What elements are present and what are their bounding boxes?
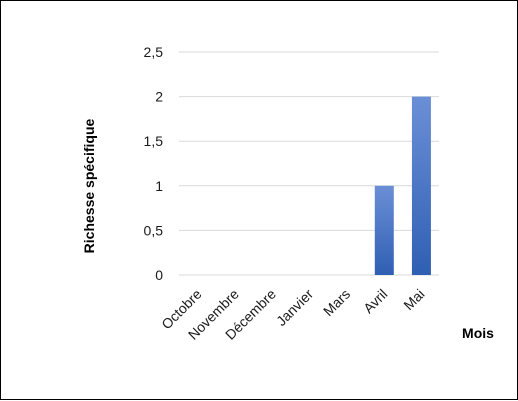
- x-tick-label: Mars: [320, 286, 353, 319]
- y-tick-label: 0: [155, 267, 163, 283]
- y-tick-label: 1: [155, 178, 163, 194]
- y-tick-label: 2: [155, 89, 163, 105]
- y-tick-label: 0,5: [144, 222, 164, 238]
- gridlines: [179, 51, 439, 276]
- x-axis-title: Mois: [462, 325, 494, 341]
- bar-avril: [374, 185, 394, 275]
- x-tick-label: Avril: [360, 286, 390, 316]
- x-tick-label: Janvier: [273, 286, 316, 329]
- bars: [374, 96, 431, 275]
- y-axis-ticks: 0 0,5 1 1,5 2 2,5: [144, 44, 164, 283]
- y-tick-label: 1,5: [144, 133, 164, 149]
- y-axis-title: Richesse spécifique: [81, 118, 97, 253]
- bar-mai: [411, 96, 431, 275]
- x-tick-label: Mai: [400, 286, 427, 313]
- y-tick-label: 2,5: [144, 44, 164, 60]
